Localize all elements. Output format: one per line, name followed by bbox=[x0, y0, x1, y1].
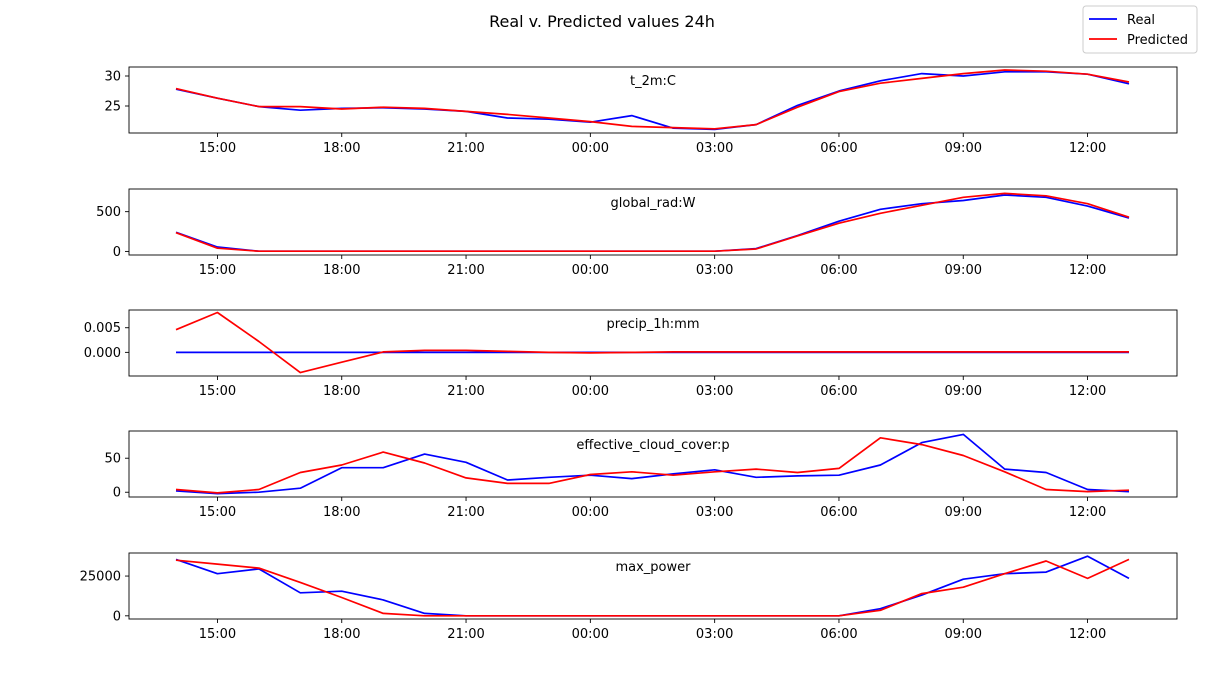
series-line-predicted bbox=[175, 558, 1130, 617]
x-tick-label: 15:00 bbox=[199, 627, 236, 642]
x-tick-label: 03:00 bbox=[696, 627, 733, 642]
panel-precip-1h-mm: 15:00 18:00 21:00 00:00 03:00 06:00 09:00 12:00… bbox=[84, 309, 1178, 399]
panel-title: max_power bbox=[615, 560, 691, 575]
panel-effective-cloud-cover-p: 15:00 18:00 21:00 00:00 03:00 06:00 09:00 12:00… bbox=[104, 430, 1178, 520]
x-tick-label: 06:00 bbox=[820, 627, 857, 642]
series-line-predicted bbox=[175, 192, 1130, 253]
x-tick-label: 03:00 bbox=[696, 505, 733, 520]
x-tick-label: 06:00 bbox=[820, 141, 857, 156]
x-tick-label: 18:00 bbox=[323, 505, 360, 520]
x-tick-label: 09:00 bbox=[945, 141, 982, 156]
x-tick-label: 15:00 bbox=[199, 141, 236, 156]
x-tick-label: 09:00 bbox=[945, 263, 982, 278]
x-tick-label: 15:00 bbox=[199, 505, 236, 520]
figure-title: Real v. Predicted values 24h bbox=[489, 12, 715, 31]
x-tick-label: 21:00 bbox=[447, 263, 484, 278]
x-tick-label: 00:00 bbox=[572, 263, 609, 278]
x-tick-label: 15:00 bbox=[199, 263, 236, 278]
y-tick-label: 50 bbox=[104, 452, 121, 467]
plot-frame bbox=[128, 430, 1178, 498]
x-tick-label: 00:00 bbox=[572, 505, 609, 520]
x-tick-label: 06:00 bbox=[820, 384, 857, 399]
x-tick-label: 12:00 bbox=[1069, 384, 1106, 399]
legend-label-predicted: Predicted bbox=[1127, 33, 1188, 48]
x-tick-label: 18:00 bbox=[323, 384, 360, 399]
y-tick-label: 0.005 bbox=[84, 321, 121, 336]
x-tick-label: 21:00 bbox=[447, 141, 484, 156]
series-line-predicted bbox=[175, 69, 1130, 130]
panel-title: global_rad:W bbox=[611, 196, 696, 211]
legend: Real Predicted bbox=[1082, 5, 1198, 54]
series-line-predicted bbox=[175, 436, 1130, 494]
x-tick-label: 12:00 bbox=[1069, 263, 1106, 278]
plot-frame bbox=[128, 552, 1178, 620]
x-tick-label: 12:00 bbox=[1069, 627, 1106, 642]
legend-label-real: Real bbox=[1127, 13, 1155, 28]
x-tick-label: 00:00 bbox=[572, 384, 609, 399]
y-tick-label: 25 bbox=[104, 100, 121, 115]
x-tick-label: 18:00 bbox=[323, 627, 360, 642]
y-tick-label: 0 bbox=[113, 245, 121, 260]
x-tick-label: 21:00 bbox=[447, 627, 484, 642]
panel-title: t_2m:C bbox=[630, 74, 676, 89]
y-tick-label: 0 bbox=[113, 609, 121, 624]
panel-t-2m-c: 15:00 18:00 21:00 00:00 03:00 06:00 09:00 12:00… bbox=[104, 66, 1178, 156]
panel-title: effective_cloud_cover:p bbox=[576, 438, 729, 453]
y-tick-label: 0 bbox=[113, 486, 121, 501]
x-tick-label: 21:00 bbox=[447, 384, 484, 399]
x-tick-label: 18:00 bbox=[323, 263, 360, 278]
y-tick-label: 500 bbox=[96, 205, 121, 220]
x-tick-label: 12:00 bbox=[1069, 505, 1106, 520]
x-tick-label: 00:00 bbox=[572, 627, 609, 642]
panel-max-power: 15:00 18:00 21:00 00:00 03:00 06:00 09:00 12:00… bbox=[80, 552, 1178, 642]
x-tick-label: 00:00 bbox=[572, 141, 609, 156]
x-tick-label: 21:00 bbox=[447, 505, 484, 520]
x-tick-label: 03:00 bbox=[696, 384, 733, 399]
y-tick-label: 30 bbox=[104, 70, 121, 85]
x-tick-label: 09:00 bbox=[945, 627, 982, 642]
x-tick-label: 03:00 bbox=[696, 263, 733, 278]
plot-frame bbox=[128, 188, 1178, 256]
x-tick-label: 06:00 bbox=[820, 263, 857, 278]
panel-global-rad-w: 15:00 18:00 21:00 00:00 03:00 06:00 09:00 12:00… bbox=[96, 188, 1178, 278]
x-tick-label: 09:00 bbox=[945, 384, 982, 399]
x-tick-label: 06:00 bbox=[820, 505, 857, 520]
x-tick-label: 03:00 bbox=[696, 141, 733, 156]
series-line-predicted bbox=[175, 311, 1129, 374]
x-tick-label: 15:00 bbox=[199, 384, 236, 399]
panel-title: precip_1h:mm bbox=[606, 317, 699, 332]
y-tick-label: 25000 bbox=[80, 570, 121, 585]
x-tick-label: 18:00 bbox=[323, 141, 360, 156]
x-tick-label: 09:00 bbox=[945, 505, 982, 520]
y-tick-label: 0.000 bbox=[84, 346, 121, 361]
series-line-real bbox=[175, 433, 1130, 495]
x-tick-label: 12:00 bbox=[1069, 141, 1106, 156]
plot-frame bbox=[128, 66, 1178, 134]
plot-frame bbox=[128, 309, 1178, 377]
